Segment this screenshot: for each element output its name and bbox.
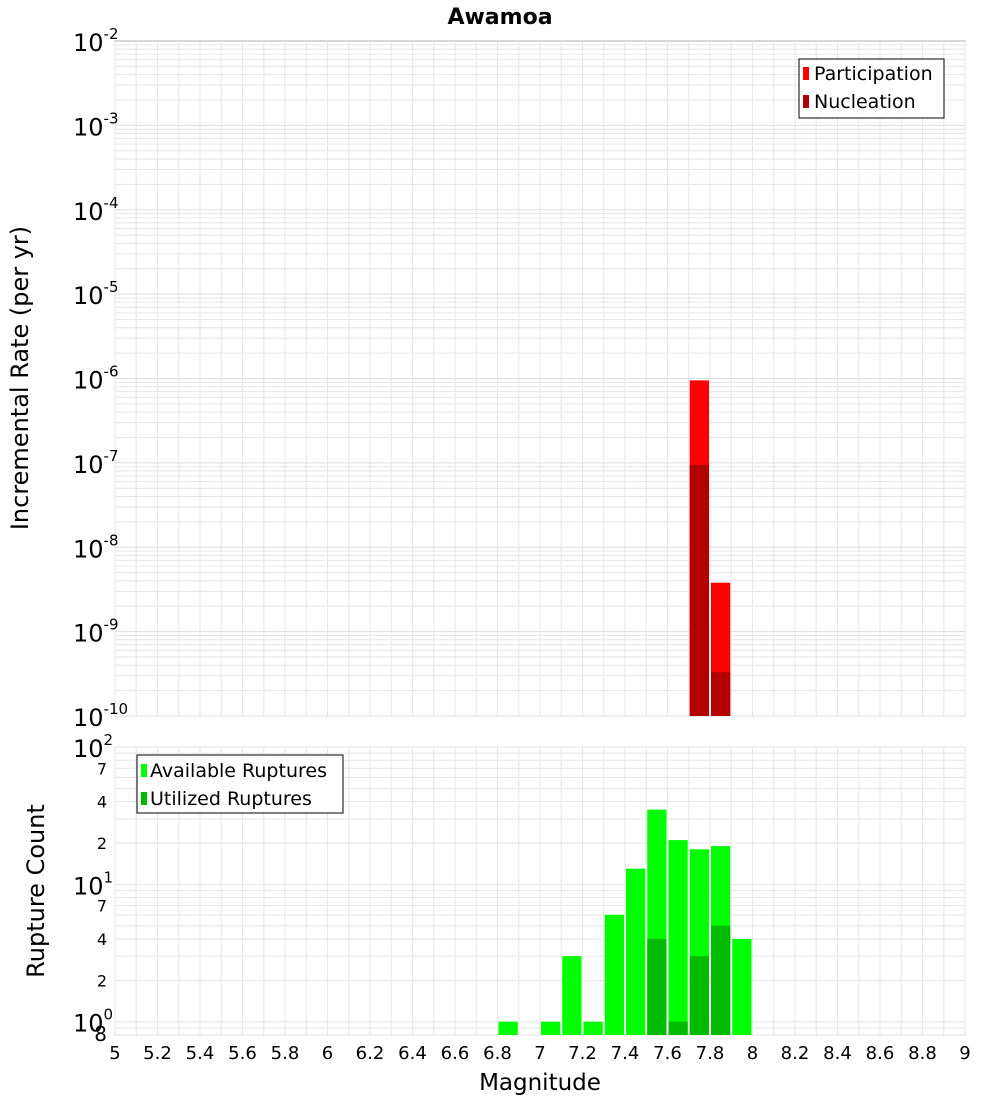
top-y-tick-label: 10-8 — [73, 531, 119, 563]
top-bar-nucleation — [689, 464, 709, 716]
top-y-tick-label: 10-3 — [73, 109, 119, 141]
x-tick-label: 8.6 — [866, 1043, 895, 1064]
x-axis-label: Magnitude — [479, 1070, 601, 1096]
bottom-y-tick-label: 4 — [97, 793, 107, 812]
x-tick-label: 5.8 — [271, 1043, 300, 1064]
bottom-bar-available-ruptures — [732, 939, 752, 1035]
x-tick-label: 5.6 — [228, 1043, 257, 1064]
top-y-tick-label: 10-6 — [73, 363, 119, 395]
legend-label-nucleation: Nucleation — [814, 91, 916, 113]
x-tick-label: 7.2 — [568, 1043, 597, 1064]
x-tick-label: 6 — [322, 1043, 333, 1064]
x-tick-label: 6.6 — [441, 1043, 470, 1064]
x-tick-label: 5.4 — [186, 1043, 215, 1064]
legend-label-available-ruptures: Available Ruptures — [150, 760, 327, 782]
top-panel: 10-2 10-3 10-4 10-5 10-6 10-7 10-8 10-9 10-10 In… — [6, 25, 966, 732]
x-tick-label: 7.4 — [611, 1043, 640, 1064]
bottom-y-tick-label: 7 — [97, 759, 107, 778]
bottom-y-tick-label: 2 — [97, 834, 107, 853]
legend-label-utilized-ruptures: Utilized Ruptures — [150, 788, 312, 810]
top-y-tick-label: 10-4 — [73, 194, 119, 226]
x-tick-label: 7 — [534, 1043, 545, 1064]
x-tick-label: 5.2 — [143, 1043, 172, 1064]
top-y-tick-labels: 10-2 10-3 10-4 10-5 10-6 10-7 10-8 10-9 10-10 — [73, 25, 128, 732]
bottom-y-tick-label: 2 — [97, 971, 107, 990]
bottom-bar-available-ruptures — [626, 868, 646, 1035]
bottom-bar-utilized-ruptures — [668, 1021, 688, 1035]
bottom-bar-available-ruptures — [668, 840, 688, 1035]
bottom-bar-available-ruptures — [498, 1021, 518, 1035]
top-bars — [689, 380, 731, 716]
bottom-y-tick-label: 4 — [97, 930, 107, 949]
bottom-bar-available-ruptures — [541, 1021, 561, 1035]
bottom-bar-utilized-ruptures — [711, 925, 731, 1035]
top-y-tick-label: 10-10 — [73, 700, 128, 732]
x-tick-labels: 5 5.2 5.4 5.6 5.8 6 6.2 6.4 6.6 6.8 7 7.2 7.4 7.6 7.8 8… — [109, 1043, 970, 1064]
bottom-bar-available-ruptures — [562, 956, 582, 1035]
top-legend-box — [798, 58, 945, 119]
x-tick-label: 8.4 — [823, 1043, 852, 1064]
bottom-legend-box — [136, 754, 344, 814]
bottom-y-axis-label: Rupture Count — [22, 804, 50, 978]
legend-swatch-available-ruptures — [141, 764, 147, 777]
legend-swatch-participation — [803, 67, 809, 80]
bottom-bar-utilized-ruptures — [689, 956, 709, 1035]
bottom-bar-available-ruptures — [604, 914, 624, 1035]
top-gridlines — [114, 41, 966, 717]
x-tick-label: 6.8 — [483, 1043, 512, 1064]
legend-swatch-utilized-ruptures — [141, 792, 147, 805]
x-tick-label: 7.6 — [653, 1043, 682, 1064]
bottom-y-tick-label: 102 — [73, 731, 113, 763]
bottom-y-tick-label: 8 — [94, 1022, 107, 1046]
bottom-bar-available-ruptures — [583, 1021, 603, 1035]
top-y-tick-label: 10-7 — [73, 447, 119, 479]
top-bar-nucleation — [711, 672, 731, 716]
x-tick-label: 6.4 — [398, 1043, 427, 1064]
top-y-tick-label: 10-2 — [73, 25, 119, 57]
bottom-y-tick-label: 100 — [73, 1006, 113, 1038]
bottom-y-tick-label: 7 — [97, 897, 107, 916]
legend-label-participation: Participation — [814, 63, 933, 85]
top-y-axis-label: Incremental Rate (per yr) — [6, 226, 34, 530]
x-tick-label: 8 — [747, 1043, 758, 1064]
x-tick-label: 6.2 — [356, 1043, 385, 1064]
legend-swatch-nucleation — [803, 95, 809, 108]
bottom-legend: Available Ruptures Utilized Ruptures — [136, 754, 344, 814]
bottom-bars — [498, 809, 752, 1035]
top-legend: Participation Nucleation — [798, 58, 945, 119]
bottom-y-tick-label: 101 — [73, 868, 113, 900]
x-tick-label: 9 — [959, 1043, 970, 1064]
bottom-bar-utilized-ruptures — [647, 939, 667, 1035]
chart-title: Awamoa — [447, 5, 552, 30]
top-y-tick-label: 10-9 — [73, 616, 119, 648]
top-y-tick-label: 10-5 — [73, 278, 119, 310]
x-tick-label: 8.8 — [908, 1043, 937, 1064]
x-tick-label: 5 — [109, 1043, 120, 1064]
x-tick-label: 8.2 — [781, 1043, 810, 1064]
x-tick-label: 7.8 — [696, 1043, 725, 1064]
